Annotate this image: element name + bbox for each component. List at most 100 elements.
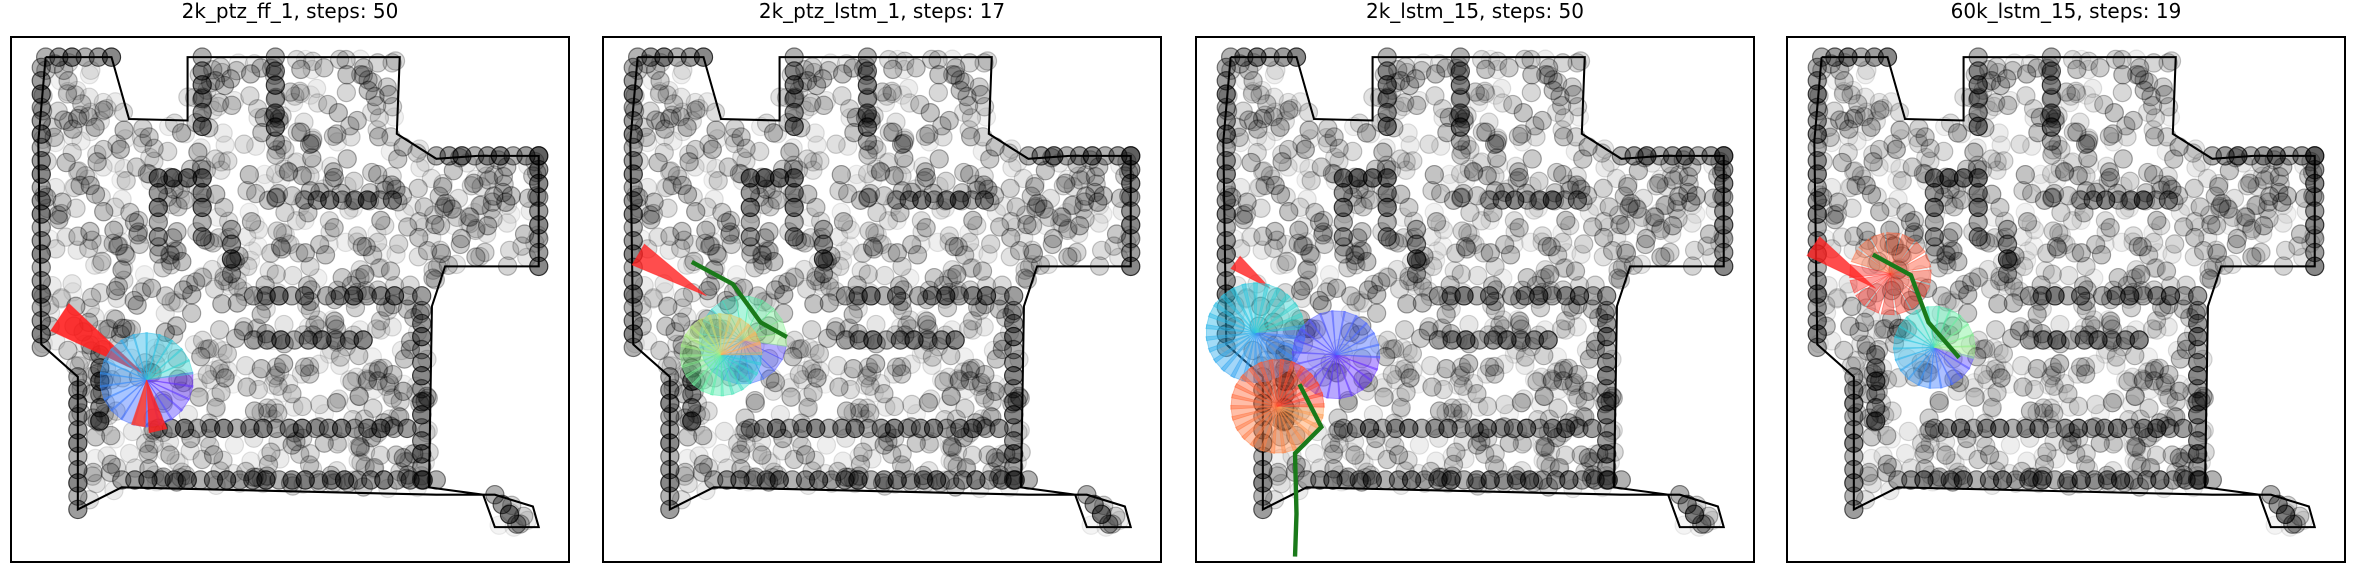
map-point: [813, 234, 834, 254]
map-point: [752, 251, 772, 271]
map-point: [48, 101, 68, 121]
map-point: [2138, 162, 2158, 183]
map-point: [891, 134, 912, 155]
map-point: [433, 173, 453, 194]
map-point: [1447, 58, 1467, 79]
map-point: [871, 162, 891, 183]
map-point: [1233, 101, 1253, 121]
map-point: [339, 370, 360, 390]
map-point: [1555, 258, 1575, 278]
map-point: [325, 289, 345, 310]
map-point: [227, 418, 247, 439]
map-point: [906, 58, 926, 78]
map-point: [795, 445, 816, 465]
map-point: [992, 339, 1013, 360]
map-point: [880, 243, 901, 263]
map-point: [1252, 161, 1273, 182]
map-point: [893, 133, 914, 154]
map-point: [318, 418, 339, 439]
map-point: [948, 283, 968, 304]
map-point: [983, 340, 1004, 361]
map-point: [2141, 86, 2161, 107]
map-point: [349, 386, 369, 407]
map-point: [1242, 84, 1263, 104]
map-point: [178, 274, 199, 295]
map-point: [431, 243, 452, 264]
map-point: [1422, 180, 1442, 201]
map-point: [895, 130, 915, 151]
map-point: [1006, 217, 1026, 237]
map-point: [1278, 157, 1298, 177]
map-point: [31, 191, 51, 211]
map-point: [368, 232, 388, 253]
map-point: [409, 211, 429, 232]
map-point: [859, 140, 879, 160]
map-point: [941, 386, 961, 407]
map-point: [807, 135, 827, 155]
map-point: [395, 452, 415, 472]
map-point: [1567, 166, 1587, 187]
map-point: [209, 320, 230, 340]
map-point: [1522, 149, 1542, 169]
map-point: [901, 354, 921, 375]
map-point: [945, 58, 966, 78]
map-point: [678, 427, 698, 447]
map-point: [2161, 51, 2182, 71]
map-point: [254, 291, 274, 311]
map-point: [141, 278, 162, 299]
map-point: [316, 286, 337, 306]
map-point: [475, 242, 495, 263]
map-point: [1591, 376, 1611, 397]
map-point: [236, 355, 256, 376]
map-point: [1504, 211, 1525, 231]
map-point: [1538, 65, 1558, 85]
map-point: [85, 307, 105, 327]
map-point: [664, 94, 684, 114]
map-point: [63, 119, 83, 139]
map-point: [982, 462, 1002, 482]
map-point: [740, 227, 760, 247]
map-point: [819, 270, 839, 290]
map-point: [1469, 153, 1489, 173]
map-point: [1565, 375, 1585, 395]
map-point: [858, 145, 878, 165]
map-point: [1329, 138, 1349, 159]
map-point: [1854, 106, 1874, 127]
map-point: [202, 259, 222, 280]
map-point: [700, 236, 720, 256]
map-point: [1409, 435, 1430, 455]
map-point: [1448, 330, 1468, 351]
map-point: [942, 438, 963, 458]
point-cloud: [1216, 47, 1734, 537]
map-point: [2177, 196, 2198, 217]
map-point: [1541, 236, 1561, 257]
map-point: [1650, 169, 1670, 190]
map-point: [408, 247, 429, 267]
map-point: [917, 315, 937, 335]
map-point: [1399, 266, 1419, 287]
map-point: [197, 364, 217, 385]
map-point: [1524, 370, 1545, 390]
map-point: [116, 246, 136, 266]
map-point: [857, 163, 878, 184]
map-point: [756, 113, 777, 133]
map-point: [424, 205, 444, 225]
map-point: [978, 445, 998, 465]
map-point: [911, 211, 932, 231]
map-point: [971, 373, 991, 393]
map-point: [357, 370, 378, 390]
map-point: [758, 451, 778, 471]
map-point: [358, 70, 378, 90]
map-point: [667, 166, 688, 186]
map-point: [820, 53, 841, 73]
map-point: [1324, 164, 1344, 184]
map-point: [258, 454, 279, 475]
map-point: [731, 440, 751, 461]
map-point: [212, 363, 232, 384]
map-point: [726, 265, 747, 285]
map-point: [213, 450, 233, 471]
map-point: [973, 384, 993, 405]
map-point: [93, 92, 113, 113]
map-point: [827, 286, 847, 307]
map-point: [1585, 331, 1606, 352]
